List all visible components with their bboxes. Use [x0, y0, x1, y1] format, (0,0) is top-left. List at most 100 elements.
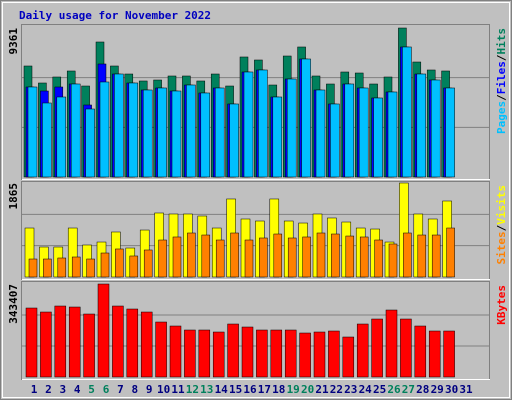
bar	[142, 89, 153, 178]
bar	[299, 332, 311, 378]
x-tick-label: 24	[359, 383, 373, 396]
bar	[316, 232, 326, 278]
bar	[171, 90, 182, 178]
bar	[445, 87, 455, 178]
bar	[186, 84, 196, 178]
chart-title: Daily usage for November 2022	[19, 9, 211, 22]
bar	[215, 239, 225, 278]
bar	[345, 235, 355, 278]
bar	[128, 82, 139, 178]
bar	[56, 96, 67, 178]
bar	[273, 233, 283, 278]
bar	[256, 329, 268, 378]
legend: Sites/Visits	[495, 185, 508, 265]
bar	[54, 305, 67, 378]
x-tick-label: 6	[103, 383, 110, 396]
x-tick-label: 11	[171, 383, 185, 396]
x-tick-label: 19	[287, 383, 300, 396]
x-tick-label: 4	[74, 383, 81, 396]
bar	[258, 69, 268, 178]
x-tick-label: 10	[157, 383, 170, 396]
bar	[344, 83, 355, 178]
bar	[86, 258, 95, 278]
bar	[71, 256, 81, 278]
bar	[83, 313, 95, 378]
bar	[431, 234, 441, 278]
x-tick-label: 23	[344, 383, 357, 396]
bar	[85, 108, 95, 178]
bar	[57, 257, 67, 278]
bar	[212, 331, 225, 378]
bar	[172, 236, 182, 278]
bar	[201, 234, 211, 278]
bar	[374, 239, 383, 278]
x-tick-label: 30	[445, 383, 458, 396]
bar	[214, 87, 225, 178]
y-tick-label: 1865	[7, 183, 20, 210]
x-tick-label: 15	[229, 383, 242, 396]
bar	[42, 102, 52, 178]
bar	[385, 309, 398, 378]
x-tick-label: 9	[146, 383, 153, 396]
legend-entry: Pages	[495, 101, 508, 134]
bar	[126, 308, 139, 378]
bar	[402, 46, 412, 178]
bar	[446, 227, 455, 278]
legend: Pages/Files/Hits	[495, 28, 508, 134]
bar	[169, 325, 182, 378]
bar	[328, 330, 340, 378]
bar	[358, 87, 369, 178]
bar	[373, 97, 383, 178]
legend-separator: /	[495, 94, 508, 101]
bar	[416, 73, 427, 178]
bar	[331, 233, 340, 278]
bar	[272, 96, 283, 178]
bar	[241, 326, 254, 378]
y-tick-label: 343407	[7, 284, 20, 324]
x-tick-label: 22	[330, 383, 343, 396]
bar	[114, 73, 124, 178]
bar	[143, 249, 153, 278]
bar	[443, 330, 455, 378]
x-tick-label: 2	[45, 383, 52, 396]
bar	[97, 283, 110, 378]
x-tick-label: 8	[131, 383, 138, 396]
legend-entry: Files	[495, 61, 508, 94]
x-tick-label: 28	[416, 383, 429, 396]
bar	[430, 79, 441, 178]
bar	[330, 103, 340, 178]
bar	[27, 86, 38, 178]
x-tick-label: 13	[200, 383, 213, 396]
bar	[400, 318, 412, 378]
bar	[414, 325, 427, 378]
bar	[417, 234, 427, 278]
bar	[284, 329, 297, 378]
x-tick-label: 1	[31, 383, 38, 396]
legend-entry: KBytes	[495, 285, 508, 325]
x-tick-label: 17	[258, 383, 271, 396]
bar	[184, 329, 196, 378]
bar	[243, 71, 254, 178]
x-tick-label: 29	[431, 383, 444, 396]
legend-entry: Hits	[495, 28, 508, 55]
bar	[40, 311, 52, 378]
x-tick-label: 18	[272, 383, 285, 396]
bar	[200, 92, 211, 178]
x-tick-label: 3	[59, 383, 66, 396]
legend-entry: Sites	[495, 231, 508, 264]
bar	[99, 81, 110, 178]
x-tick-label: 14	[215, 383, 229, 396]
bar	[286, 78, 297, 178]
x-tick-label: 5	[88, 383, 95, 396]
bar	[428, 330, 441, 378]
bar	[158, 239, 167, 278]
bar	[356, 323, 369, 378]
legend-entry: Visits	[495, 185, 508, 225]
bar	[301, 58, 311, 178]
bar	[28, 258, 38, 278]
x-tick-label: 27	[402, 383, 415, 396]
bar	[313, 331, 326, 378]
x-tick-label: 25	[373, 383, 386, 396]
bar	[68, 306, 81, 378]
